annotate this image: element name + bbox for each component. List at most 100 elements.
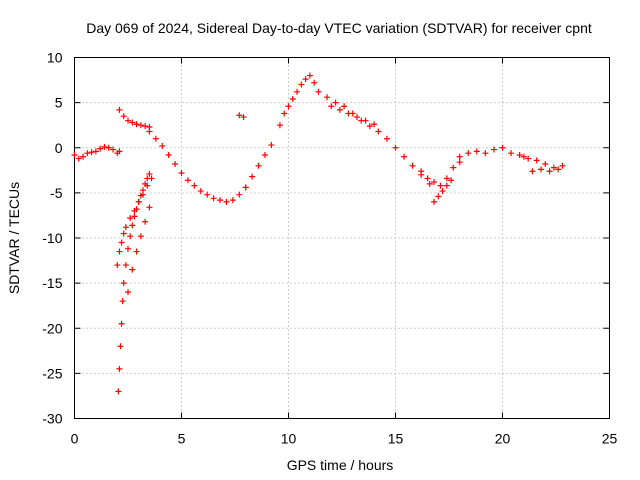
series-steep-drop-c [125, 204, 153, 296]
data-point [88, 149, 95, 156]
x-axis-label: GPS time / hours [287, 457, 394, 473]
data-point [336, 106, 343, 113]
series-isolated-1 [236, 112, 247, 121]
data-point [120, 113, 127, 120]
series-upper-branch [328, 103, 378, 128]
data-point [465, 150, 472, 157]
data-point [129, 266, 136, 273]
x-tick-label: 20 [495, 431, 511, 447]
data-point [424, 175, 431, 182]
y-tick-label: -15 [42, 275, 62, 291]
data-point [276, 122, 283, 129]
data-point [125, 117, 131, 124]
data-point [450, 164, 457, 171]
data-point [129, 222, 136, 229]
data-point [236, 112, 243, 119]
data-point [401, 153, 408, 160]
data-point [443, 175, 450, 182]
data-point [178, 170, 185, 177]
data-point [92, 148, 99, 155]
y-tick-label: -30 [42, 411, 62, 427]
data-point [529, 168, 536, 175]
data-point [115, 388, 122, 395]
data-point [456, 153, 463, 160]
data-point [125, 245, 131, 252]
data-point [146, 128, 153, 135]
data-point [341, 103, 348, 110]
data-point [294, 88, 301, 95]
data-point [137, 122, 144, 129]
data-point [114, 262, 121, 269]
data-point [315, 88, 322, 95]
data-point [118, 320, 125, 327]
data-point [525, 155, 532, 162]
data-point [131, 207, 138, 214]
data-point [456, 159, 463, 166]
data-point [131, 213, 138, 220]
data-point [127, 233, 134, 240]
data-point [122, 262, 129, 269]
data-point [550, 164, 557, 171]
data-point [127, 215, 134, 222]
data-point [101, 143, 108, 150]
series-steep-drop-a [115, 170, 153, 395]
data-point [306, 72, 313, 79]
data-point [117, 343, 124, 350]
data-point [426, 180, 433, 187]
y-tick-label: -25 [42, 365, 62, 381]
data-point [281, 110, 288, 117]
data-point [285, 103, 292, 110]
series-rise-1 [242, 142, 275, 191]
data-point [184, 177, 191, 184]
data-point [435, 193, 442, 200]
data-point [431, 179, 438, 186]
data-point [197, 188, 204, 195]
data-point [137, 233, 144, 240]
data-point [261, 151, 268, 158]
data-point [236, 191, 243, 198]
data-point [516, 151, 523, 158]
tick-labels: 0 5 10 15 20 25 -30 -25 -20 -15 -10 -5 0 5 10 [42, 50, 617, 447]
x-tick-label: 15 [388, 431, 404, 447]
data-point [499, 144, 506, 151]
y-tick-label: -20 [42, 320, 62, 336]
series-descent-1 [116, 106, 153, 130]
series-early-cluster [71, 143, 123, 162]
data-point [120, 230, 127, 237]
data-point [120, 280, 127, 287]
series-peak-rise [276, 72, 318, 129]
data-point [135, 198, 142, 205]
data-point [362, 117, 369, 124]
data-point [159, 142, 166, 149]
data-point [473, 148, 480, 155]
data-point [392, 144, 399, 151]
data-point [80, 153, 87, 160]
y-tick-label: 10 [47, 50, 63, 66]
series-late-dip [418, 159, 463, 189]
data-point [383, 135, 390, 142]
data-point [448, 177, 455, 184]
data-point [118, 239, 125, 246]
data-point [110, 146, 117, 153]
data-point [508, 150, 515, 157]
data-point [133, 248, 140, 255]
data-point [119, 298, 126, 305]
data-point [482, 150, 489, 157]
y-tick-label: 5 [55, 95, 63, 111]
data-point [129, 119, 136, 126]
data-point [298, 81, 305, 88]
data-point [97, 145, 104, 152]
data-point [328, 103, 335, 110]
data-point [191, 182, 198, 189]
data-point [268, 142, 275, 149]
data-point [289, 96, 296, 103]
data-points [71, 72, 566, 395]
data-point [431, 198, 438, 205]
data-point [520, 153, 527, 160]
data-point [71, 151, 78, 158]
data-point [139, 191, 146, 198]
data-point [542, 160, 549, 167]
data-point [332, 99, 339, 106]
data-point [146, 204, 153, 211]
